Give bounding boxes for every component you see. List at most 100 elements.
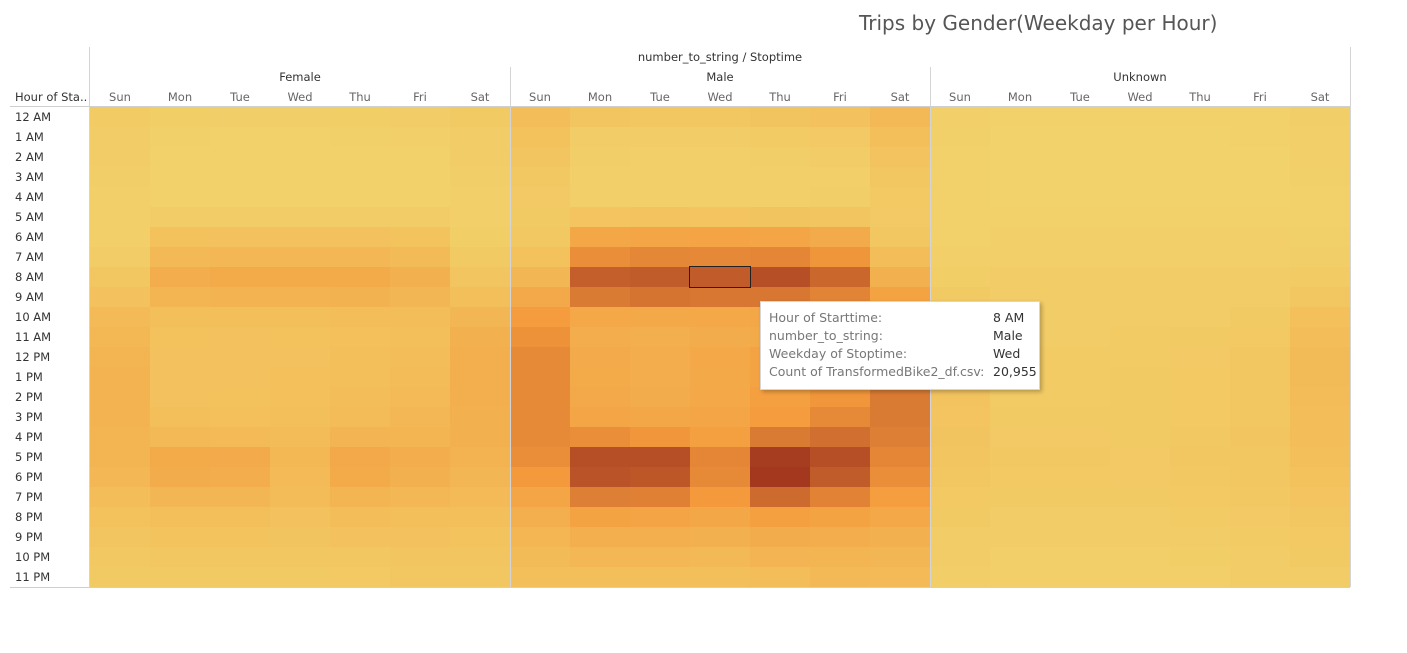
heat-cell[interactable] bbox=[510, 127, 570, 147]
heat-cell[interactable] bbox=[390, 387, 450, 407]
heat-cell[interactable] bbox=[270, 267, 330, 287]
heat-cell[interactable] bbox=[810, 227, 870, 247]
heat-cell[interactable] bbox=[570, 147, 630, 167]
heat-cell[interactable] bbox=[690, 327, 750, 347]
heat-cell[interactable] bbox=[330, 427, 390, 447]
heat-cell[interactable] bbox=[450, 407, 510, 427]
heat-cell[interactable] bbox=[630, 387, 690, 407]
heat-cell[interactable] bbox=[210, 307, 270, 327]
day-tick-label[interactable]: Wed bbox=[287, 90, 313, 104]
heat-cell[interactable] bbox=[1050, 427, 1110, 447]
heat-cell[interactable] bbox=[930, 207, 990, 227]
heat-cell[interactable] bbox=[1290, 307, 1350, 327]
heat-cell[interactable] bbox=[990, 407, 1050, 427]
heat-cell[interactable] bbox=[570, 167, 630, 187]
heat-cell[interactable] bbox=[870, 487, 930, 507]
heat-cell[interactable] bbox=[630, 507, 690, 527]
heat-cell[interactable] bbox=[990, 567, 1050, 587]
heat-cell[interactable] bbox=[210, 387, 270, 407]
heat-cell[interactable] bbox=[1050, 107, 1110, 127]
hour-tick-label[interactable]: 6 PM bbox=[15, 470, 43, 484]
heat-cell[interactable] bbox=[810, 167, 870, 187]
heat-cell[interactable] bbox=[690, 167, 750, 187]
heat-cell[interactable] bbox=[1110, 547, 1170, 567]
hour-tick-label[interactable]: 6 AM bbox=[15, 230, 44, 244]
heat-cell[interactable] bbox=[630, 407, 690, 427]
heat-cell[interactable] bbox=[150, 487, 210, 507]
heat-cell[interactable] bbox=[450, 487, 510, 507]
heat-cell[interactable] bbox=[870, 467, 930, 487]
heat-cell[interactable] bbox=[570, 107, 630, 127]
heat-cell[interactable] bbox=[1110, 387, 1170, 407]
heat-cell[interactable] bbox=[690, 367, 750, 387]
heat-cell[interactable] bbox=[90, 367, 150, 387]
heat-cell[interactable] bbox=[1110, 527, 1170, 547]
heat-cell[interactable] bbox=[810, 387, 870, 407]
heat-cell[interactable] bbox=[1050, 127, 1110, 147]
heat-cell[interactable] bbox=[330, 167, 390, 187]
heat-cell[interactable] bbox=[330, 507, 390, 527]
heat-cell[interactable] bbox=[90, 187, 150, 207]
heat-cell[interactable] bbox=[90, 347, 150, 367]
heat-cell[interactable] bbox=[450, 167, 510, 187]
hour-tick-label[interactable]: 5 PM bbox=[15, 450, 43, 464]
heat-cell[interactable] bbox=[1110, 127, 1170, 147]
day-tick-label[interactable]: Sat bbox=[1310, 90, 1330, 104]
heat-cell[interactable] bbox=[450, 207, 510, 227]
heat-cell[interactable] bbox=[1230, 347, 1290, 367]
day-tick-label[interactable]: Fri bbox=[833, 90, 847, 104]
heat-cell[interactable] bbox=[570, 287, 630, 307]
heat-cell[interactable] bbox=[90, 527, 150, 547]
hour-tick-label[interactable]: 8 PM bbox=[15, 510, 43, 524]
heat-cell[interactable] bbox=[1110, 367, 1170, 387]
heat-cell[interactable] bbox=[450, 247, 510, 267]
heat-cell[interactable] bbox=[1230, 567, 1290, 587]
heat-cell[interactable] bbox=[930, 527, 990, 547]
heat-cell[interactable] bbox=[570, 367, 630, 387]
heat-cell[interactable] bbox=[270, 467, 330, 487]
heat-cell[interactable] bbox=[510, 447, 570, 467]
heat-cell[interactable] bbox=[690, 147, 750, 167]
heat-cell[interactable] bbox=[510, 547, 570, 567]
heat-cell[interactable] bbox=[90, 447, 150, 467]
heat-cell[interactable] bbox=[390, 487, 450, 507]
heat-cell[interactable] bbox=[1050, 387, 1110, 407]
heat-cell[interactable] bbox=[510, 507, 570, 527]
heat-cell[interactable] bbox=[1050, 467, 1110, 487]
heat-cell[interactable] bbox=[150, 287, 210, 307]
day-tick-label[interactable]: Fri bbox=[413, 90, 427, 104]
heat-cell[interactable] bbox=[750, 247, 810, 267]
heat-cell[interactable] bbox=[90, 547, 150, 567]
heat-cell[interactable] bbox=[390, 127, 450, 147]
heat-cell[interactable] bbox=[690, 567, 750, 587]
heat-cell[interactable] bbox=[1290, 167, 1350, 187]
heat-cell[interactable] bbox=[930, 167, 990, 187]
heat-cell[interactable] bbox=[810, 107, 870, 127]
day-tick-label[interactable]: Fri bbox=[1253, 90, 1267, 104]
hour-tick-label[interactable]: 10 PM bbox=[15, 550, 51, 564]
heat-cell[interactable] bbox=[930, 567, 990, 587]
heat-cell[interactable] bbox=[1230, 147, 1290, 167]
heat-cell[interactable] bbox=[870, 207, 930, 227]
heat-cell[interactable] bbox=[1170, 547, 1230, 567]
heat-cell[interactable] bbox=[150, 167, 210, 187]
heat-cell[interactable] bbox=[750, 127, 810, 147]
heat-cell[interactable] bbox=[1110, 147, 1170, 167]
heat-cell[interactable] bbox=[630, 547, 690, 567]
heat-cell[interactable] bbox=[990, 147, 1050, 167]
heat-cell[interactable] bbox=[1290, 267, 1350, 287]
heat-cell[interactable] bbox=[1290, 247, 1350, 267]
heat-cell[interactable] bbox=[1230, 187, 1290, 207]
heat-cell[interactable] bbox=[450, 187, 510, 207]
heat-cell[interactable] bbox=[1170, 107, 1230, 127]
heat-cell[interactable] bbox=[690, 187, 750, 207]
heat-cell[interactable] bbox=[690, 107, 750, 127]
heat-cell[interactable] bbox=[810, 207, 870, 227]
day-tick-label[interactable]: Sun bbox=[109, 90, 131, 104]
group-label[interactable]: Male bbox=[706, 70, 734, 84]
heat-cell[interactable] bbox=[390, 447, 450, 467]
heat-cell[interactable] bbox=[90, 307, 150, 327]
heat-cell[interactable] bbox=[270, 227, 330, 247]
heat-cell[interactable] bbox=[210, 227, 270, 247]
heat-cell[interactable] bbox=[1170, 327, 1230, 347]
